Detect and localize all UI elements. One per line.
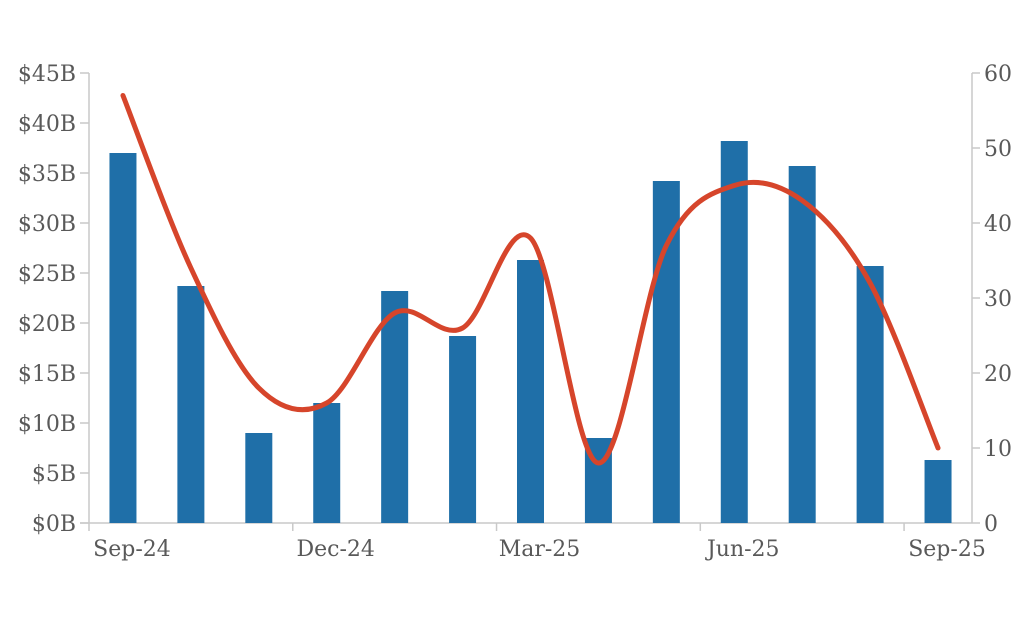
bar-Dec-24 (313, 403, 341, 523)
right-axis-tick-label: 30 (984, 287, 1012, 312)
right-axis-tick-label: 20 (984, 362, 1012, 387)
x-axis-tick-label: Dec-24 (297, 537, 375, 562)
bar-Sep-25 (924, 460, 952, 523)
right-axis-tick-label: 60 (984, 62, 1012, 87)
bar-Nov-24 (245, 433, 273, 523)
right-axis-tick-label: 10 (984, 437, 1012, 462)
smoothed-line-series (120, 93, 941, 466)
x-axis-tick-label: Sep-25 (908, 537, 986, 562)
left-axis-tick-label: $20B (18, 312, 76, 337)
x-axis-tick-label: Sep-24 (93, 537, 171, 562)
bar-Feb-25 (449, 336, 477, 523)
bar-Oct-24 (177, 286, 205, 523)
bar-Jun-25 (720, 141, 748, 523)
bar-Jan-25 (381, 291, 409, 523)
right-axis-tick-label: 50 (984, 137, 1012, 162)
left-axis-tick-label: $0B (32, 512, 76, 537)
x-axis-tick-label: Mar-25 (499, 537, 581, 562)
right-axis-tick-label: 40 (984, 212, 1012, 237)
right-axis-tick-label: 0 (984, 512, 998, 537)
left-axis-tick-label: $25B (18, 262, 76, 287)
left-axis-tick-label: $30B (18, 212, 76, 237)
left-axis-tick-label: $40B (18, 112, 76, 137)
left-axis-tick-label: $10B (18, 412, 76, 437)
left-axis-tick-label: $35B (18, 162, 76, 187)
bar-Mar-25 (517, 260, 544, 523)
bar-Jul-25 (788, 166, 816, 523)
x-axis-tick-label: Jun-25 (705, 537, 780, 562)
left-axis-tick-label: $15B (18, 362, 76, 387)
left-axis-tick-label: $5B (32, 462, 76, 487)
bar-May-25 (652, 181, 680, 523)
bar-Sep-24 (109, 153, 137, 523)
left-axis-tick-label: $45B (18, 62, 76, 87)
bar-Aug-25 (856, 266, 884, 523)
